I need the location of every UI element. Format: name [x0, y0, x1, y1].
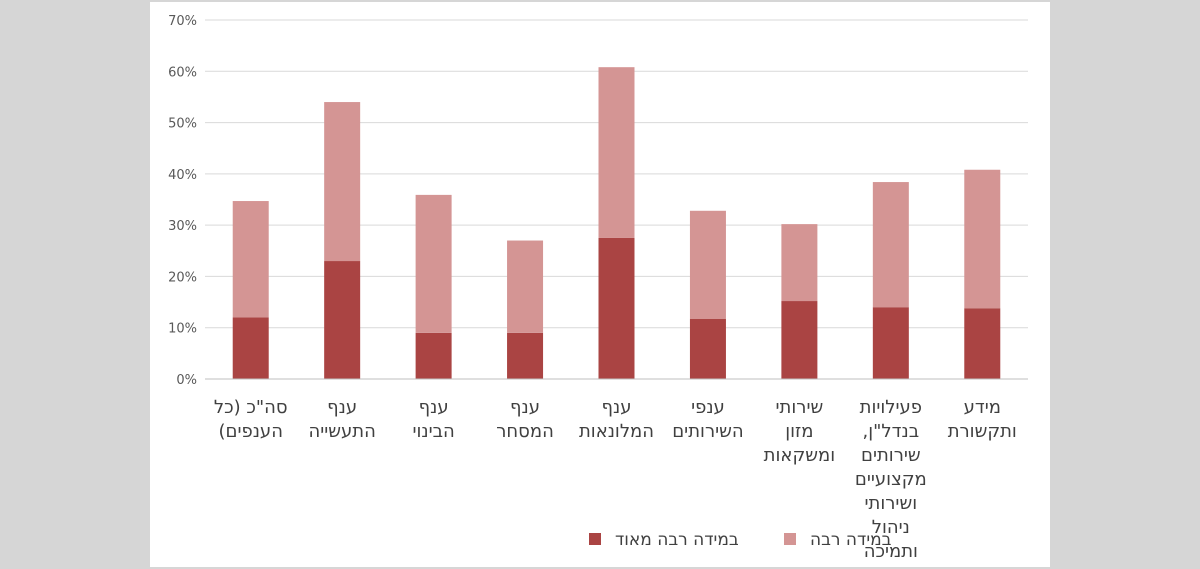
category-label-line: הבינוי — [412, 421, 454, 442]
bar-segment-very-much — [964, 308, 1001, 379]
bar-segment-very-much — [872, 307, 909, 379]
bar-segment-very-much — [415, 332, 452, 379]
y-tick-label: 50% — [168, 117, 197, 132]
y-tick-label: 10% — [168, 322, 197, 337]
category-label-line: מזון — [785, 421, 813, 442]
bar-segment-very-much — [232, 317, 269, 379]
bar-segment-very-much — [689, 318, 726, 379]
category-label: ענף התעשייה — [308, 397, 375, 442]
bar-segment-much — [507, 240, 544, 333]
bar-segment-much — [324, 102, 361, 262]
category-label-line: ותקשורת — [948, 421, 1017, 442]
category-label-line: הענפים) — [218, 421, 282, 442]
bars — [232, 67, 1001, 379]
category-label-line: פעילויות — [860, 397, 922, 418]
category-label-line: ענף — [510, 397, 540, 418]
y-tick-label: 60% — [168, 65, 197, 80]
category-label-line: המסחר — [496, 421, 554, 442]
category-label-line: מקצועיים — [855, 469, 927, 490]
category-label-line: בנדל"ן, — [863, 421, 920, 442]
y-tick-label: 70% — [168, 14, 197, 29]
category-label: סה"כ (כל הענפים) — [214, 397, 288, 442]
category-label-line: שירותים — [861, 445, 921, 466]
category-label-line: ענף — [419, 397, 449, 418]
category-label: ענף המסחר — [496, 397, 554, 442]
legend-swatch — [784, 533, 796, 545]
category-label: ענף הבינוי — [412, 397, 454, 442]
category-label-line: ותמיכה — [864, 541, 918, 562]
category-label: שירותי מזון ומשקאות — [764, 397, 835, 466]
bar-segment-very-much — [507, 332, 544, 379]
category-label-line: ומשקאות — [764, 445, 835, 466]
category-label: ענפי השירותים — [672, 397, 743, 442]
category-label-line: מידע — [964, 397, 1001, 418]
bar-segment-very-much — [324, 261, 361, 379]
category-label: פעילויות בנדל"ן, שירותים מקצועיים ושירותי ניה… — [855, 397, 927, 562]
y-tick-label: 30% — [168, 219, 197, 234]
category-label-line: שירותי — [776, 397, 824, 418]
category-label-line: ושירותי — [865, 493, 918, 514]
y-tick-label: 40% — [168, 168, 197, 183]
y-axis-ticks: 0% 10% 20% 30% 40% 50% 60% 70% — [168, 14, 197, 388]
bar-segment-much — [415, 194, 452, 333]
bar-segment-much — [964, 169, 1001, 309]
y-tick-label: 20% — [168, 270, 197, 285]
category-label-line: המלונאות — [579, 421, 654, 442]
bar-segment-much — [598, 67, 635, 238]
bar-segment-very-much — [598, 237, 635, 379]
category-label-line: השירותים — [672, 421, 743, 442]
bar-segment-much — [689, 210, 726, 319]
legend-label: במידה רבה — [810, 530, 892, 550]
bar-segment-much — [781, 224, 818, 302]
category-label: ענף המלונאות — [579, 397, 654, 442]
category-label: מידע ותקשורת — [948, 397, 1017, 442]
bar-segment-very-much — [781, 301, 818, 379]
category-label-line: התעשייה — [308, 421, 375, 442]
y-tick-label: 0% — [176, 373, 197, 388]
category-labels: סה"כ (כל הענפים) ענף התעשייה ענף הבינוי ענף המס… — [214, 397, 1017, 562]
category-label-line: סה"כ (כל — [214, 397, 288, 418]
legend-label: במידה רבה מאוד — [615, 530, 739, 550]
category-label-line: ענפי — [691, 397, 725, 418]
category-label-line: ענף — [327, 397, 357, 418]
legend: במידה רבה מאוד במידה רבה — [589, 530, 892, 550]
bar-segment-much — [872, 182, 909, 308]
chart-panel: 0% 10% 20% 30% 40% 50% 60% 70% סה"כ (כל הענפים) ע… — [150, 2, 1050, 567]
category-label-line: ניהול — [872, 517, 910, 538]
stacked-bar-chart: 0% 10% 20% 30% 40% 50% 60% 70% סה"כ (כל הענפים) ע… — [168, 14, 1028, 562]
legend-swatch — [589, 533, 601, 545]
category-label-line: ענף — [602, 397, 632, 418]
bar-segment-much — [232, 201, 269, 318]
